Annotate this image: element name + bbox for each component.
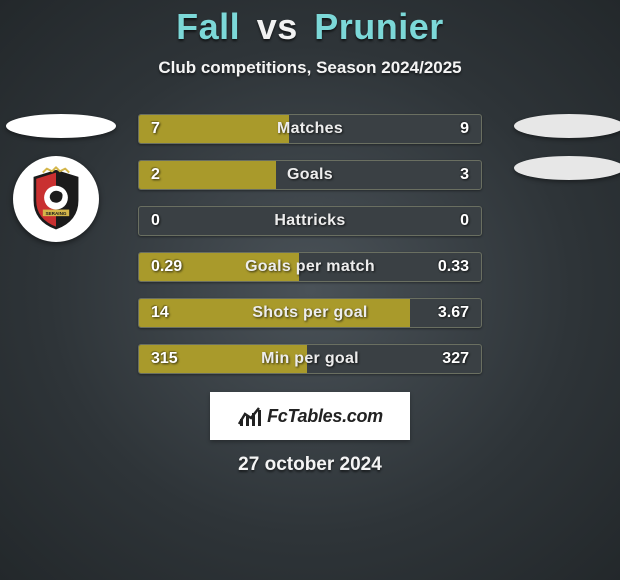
right-player-badge (514, 114, 614, 214)
stat-row: 143.67Shots per goal (138, 298, 482, 328)
vs-separator: vs (257, 6, 298, 47)
chart-icon (237, 404, 263, 428)
player2-name: Prunier (314, 6, 444, 47)
player-silhouette-right-1 (514, 114, 620, 138)
stat-bars: 79Matches 23Goals 00Hattricks 0.290.33Goals… (138, 114, 482, 374)
watermark: FcTables.com (210, 392, 410, 440)
club-badge-left: SERAING (13, 156, 99, 242)
subtitle: Club competitions, Season 2024/2025 (0, 58, 620, 78)
comparison-title: Fall vs Prunier (0, 0, 620, 48)
stat-row: 0.290.33Goals per match (138, 252, 482, 282)
date: 27 october 2024 (0, 454, 620, 476)
stat-label: Matches (139, 115, 481, 143)
watermark-text: FcTables.com (267, 406, 383, 427)
club-name-text: SERAING (45, 211, 66, 216)
stat-row: 23Goals (138, 160, 482, 190)
player-silhouette-left (6, 114, 116, 138)
stat-label: Goals per match (139, 253, 481, 281)
player1-name: Fall (176, 6, 240, 47)
chart-container: SERAING 79Matches 23Goals 00Hattricks 0.290… (0, 114, 620, 374)
club-crest-icon: SERAING (23, 166, 89, 232)
player-silhouette-right-2 (514, 156, 620, 180)
stat-label: Goals (139, 161, 481, 189)
stat-row: 79Matches (138, 114, 482, 144)
stat-row: 00Hattricks (138, 206, 482, 236)
stat-label: Hattricks (139, 207, 481, 235)
left-player-badge: SERAING (6, 114, 106, 214)
stat-row: 315327Min per goal (138, 344, 482, 374)
stat-label: Min per goal (139, 345, 481, 373)
stat-label: Shots per goal (139, 299, 481, 327)
